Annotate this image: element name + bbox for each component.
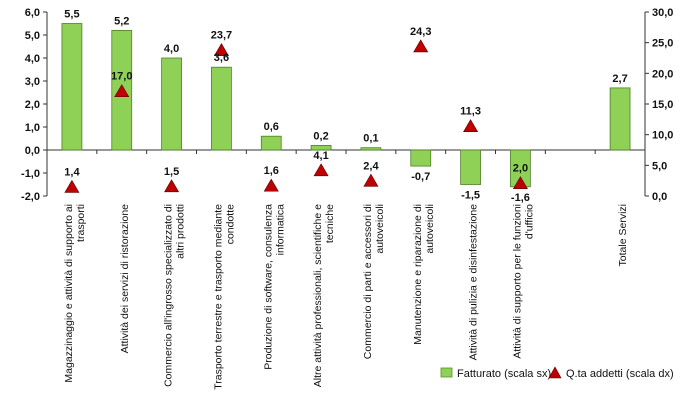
legend: Fatturato (scala sx) Q.ta addetti (scala… [440,366,674,380]
category-label-line: informatica [274,204,286,256]
bar-data-label: 2,7 [612,73,627,85]
marker-data-label: 4,1 [313,150,328,162]
bar-data-label: 4,0 [164,43,179,55]
right-axis-tick-label: 25,0 [652,38,673,50]
triangle-marker [512,176,528,190]
left-axis-tick-label: 2,0 [25,99,40,111]
category-label-line: Attività dei servizi di ristorazione [119,204,131,354]
bar [161,57,182,151]
left-axis-tick-label: -2,0 [21,191,40,203]
marker-data-label: 23,7 [211,30,232,42]
category-label-line: d'ufficio [523,204,535,239]
triangle-marker [263,178,279,192]
legend-swatch-fatturato [440,367,453,378]
category-label-line: tecniche [324,204,336,243]
triangle-marker [114,84,130,98]
triangle-marker [164,179,180,193]
triangle-marker [463,119,479,132]
category-label-line: Totale Servizi [617,204,629,266]
bar-data-label: -1,6 [511,192,530,204]
category-label-line: condotte [224,204,236,244]
left-axis-tick-label: 0,0 [25,145,40,157]
bar-data-label: 5,5 [64,9,79,21]
category-label-line: autoveicoli [374,204,386,254]
category-label-line: Attività di supporto per le funzioni [511,204,523,359]
marker-data-label: 1,4 [64,166,80,178]
bar [61,23,83,151]
bar-data-label: -0,7 [411,171,430,183]
category-label: Produzione di software, consulenza inform… [262,204,286,370]
marker-data-label: 17,0 [111,71,132,83]
category-label-line: Trasporto terrestre e trasporto mediante [212,204,224,390]
bar [410,149,432,167]
bar-data-label: 0,6 [264,121,279,133]
bar-data-label: 0,2 [313,130,328,142]
bar [360,147,382,151]
triangle-marker [64,179,80,193]
left-axis-tick-label: 5,0 [25,30,40,42]
right-axis-tick-label: 5,0 [652,160,667,172]
data-labels: 5,5 5,2 4,0 3,6 0,6 0,2 0,1 -0,7 -1,5 -1,6 2,7 1,4 1… [64,9,627,204]
category-label-line: trasporti [75,204,87,242]
left-axis-tick-label: 6,0 [25,7,40,19]
marker-data-label: 1,5 [164,166,179,178]
right-axis-tick-label: 30,0 [652,7,673,19]
category-label: Manutenzione e riparazione di autoveicoli [412,204,436,345]
bar-data-label: -1,5 [461,190,480,202]
triangle-marker [363,173,379,187]
category-label-line: Produzione di software, consulenza [262,204,274,370]
marker-data-label: 2,0 [513,163,528,175]
legend-label-addetti: Q.ta addetti (scala dx) [566,368,674,380]
category-label: Attività di pulizia e disinfestazione [468,204,480,361]
category-label-line: Magazzinaggio e attività di supporto ai [63,204,75,383]
category-label-line: Manutenzione e riparazione di [412,204,424,345]
category-label-line: Commercio all'ingrosso specializzato di [163,204,175,387]
bar [460,149,481,185]
left-axis-tick-label: -1,0 [21,168,40,180]
category-label: Trasporto terrestre e trasporto mediante… [212,204,236,390]
right-axis-tick-label: 10,0 [652,130,673,142]
category-label: Attività di supporto per le funzioni d'uf… [511,204,535,359]
bar [211,66,232,151]
category-label-line: altri prodotti [175,204,187,259]
category-label-line: Commercio di parti e accessori di [362,204,374,359]
bar [609,87,631,151]
category-label: Attività dei servizi di ristorazione [119,204,131,354]
left-axis-tick-label: 3,0 [25,76,40,88]
bar [310,144,332,151]
right-axis-tick-label: 20,0 [652,68,673,80]
bar-data-label: 3,6 [214,52,229,64]
category-label: Totale Servizi [617,204,629,266]
category-labels: Magazzinaggio e attività di supporto ai t… [63,204,629,390]
right-axis-tick-label: 0,0 [652,191,667,203]
category-label-line: Altre attività professionali, scientific… [312,204,324,387]
legend-label-fatturato: Fatturato (scala sx) [457,368,551,380]
category-label-line: autoveicoli [424,204,436,254]
category-label: Altre attività professionali, scientific… [312,204,336,387]
marker-data-label: 2,4 [363,160,379,172]
marker-data-label: 24,3 [410,26,431,38]
triangle-marker [313,163,329,177]
marker-data-label: 11,3 [460,106,481,118]
left-axis-tick-label: 1,0 [25,122,40,134]
left-axis-tick-label: 4,0 [25,53,40,65]
marker-data-label: 1,6 [264,165,279,177]
triangle-marker [413,39,429,53]
category-label: Magazzinaggio e attività di supporto ai t… [63,204,87,383]
category-label: Commercio all'ingrosso specializzato di a… [163,204,187,387]
bar-series [61,23,631,188]
axes: 6,0 5,0 4,0 3,0 2,0 1,0 0,0 -1,0 -2,0 30,0 25,0 20,… [21,7,673,203]
bar [260,135,282,151]
bar-data-label: 0,1 [363,133,378,145]
category-label: Commercio di parti e accessori di autovei… [362,204,386,359]
marker-series [64,39,528,193]
triangle-marker [213,43,229,56]
category-label-line: Attività di pulizia e disinfestazione [468,204,480,361]
legend-swatch-addetti [548,366,562,379]
right-axis-tick-label: 15,0 [652,99,673,111]
bar-data-label: 5,2 [114,15,129,27]
